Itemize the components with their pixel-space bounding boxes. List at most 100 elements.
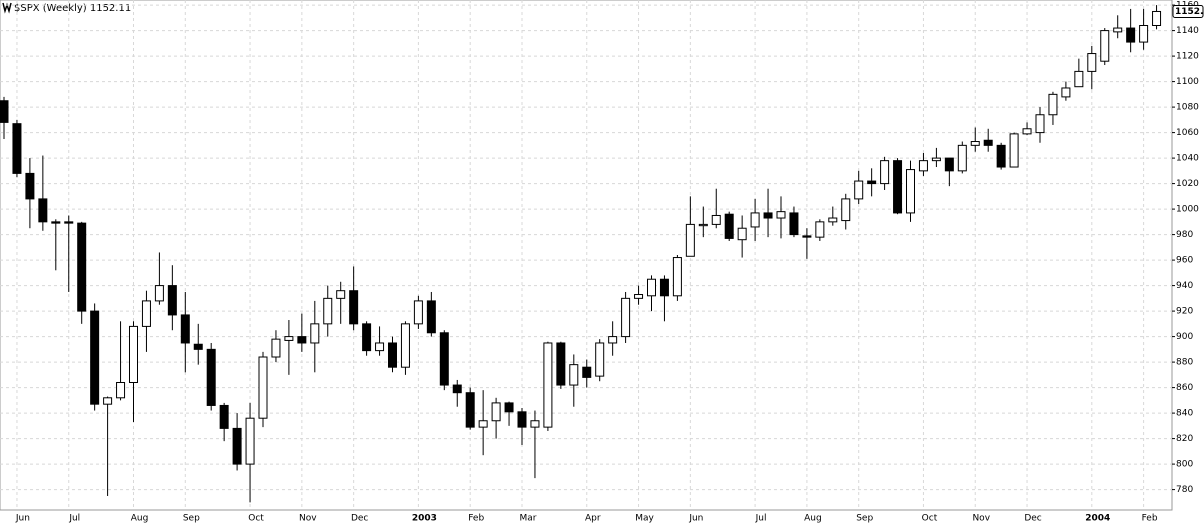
candle-body	[167, 285, 177, 316]
candle-body	[556, 342, 566, 386]
candle-body	[621, 297, 631, 338]
candle-body	[1113, 27, 1123, 33]
candle-body	[284, 336, 294, 341]
y-tick-label: 1140	[1176, 26, 1199, 36]
x-tick-label: Jul	[68, 514, 80, 524]
candle-body	[647, 278, 656, 297]
candle-body	[465, 392, 475, 428]
price-tag-box	[1172, 4, 1204, 18]
y-tick-label: 780	[1176, 485, 1193, 495]
candle-body	[543, 342, 553, 428]
candle-body	[413, 300, 423, 325]
candle-body	[400, 323, 410, 368]
candle-body	[802, 235, 812, 238]
candle-body	[439, 332, 449, 386]
candle-body	[1139, 25, 1149, 43]
candle-body	[90, 310, 100, 405]
candle-body	[828, 217, 838, 223]
x-tick-label: Feb	[468, 514, 484, 524]
y-tick-label: 920	[1176, 307, 1193, 317]
candle-body	[362, 323, 372, 352]
candle-body	[1048, 93, 1058, 116]
candle-body	[77, 222, 87, 312]
candle-body	[1100, 30, 1110, 62]
candle-body	[232, 427, 242, 465]
candle-body	[452, 384, 462, 394]
candle-body	[271, 338, 281, 358]
y-tick-label: 960	[1176, 256, 1193, 266]
candle-body	[841, 198, 851, 222]
x-tick-label: Oct	[922, 514, 938, 524]
plot-area	[0, 0, 1173, 511]
candle-body	[854, 180, 864, 200]
candle-body	[51, 221, 61, 224]
candle-body	[426, 300, 436, 334]
y-tick-label: 840	[1176, 409, 1193, 419]
candle-body	[349, 290, 359, 325]
candle-body	[957, 144, 967, 172]
candle-body	[659, 278, 669, 297]
x-tick-label: Sep	[856, 514, 873, 524]
x-tick-label: 2004	[1085, 514, 1110, 524]
candle-body	[103, 397, 113, 405]
candle-body	[38, 198, 48, 223]
x-tick-label: Apr	[585, 514, 601, 524]
candle-body	[258, 356, 268, 419]
y-tick-label: 1060	[1176, 128, 1199, 138]
chart-title: $SPX (Weekly) 1152.11	[14, 3, 131, 14]
candle-body	[970, 141, 980, 146]
candle-body	[867, 180, 877, 185]
candle-body	[608, 336, 618, 344]
candle-body	[336, 290, 346, 299]
y-tick-label: 1020	[1176, 179, 1199, 189]
candle-body	[737, 227, 747, 241]
candle-body	[154, 285, 164, 302]
x-tick-label: Jun	[15, 514, 30, 524]
candle-body	[1009, 133, 1019, 168]
candle-body	[983, 139, 993, 146]
y-tick-label: 980	[1176, 230, 1193, 240]
x-tick-label: Oct	[248, 514, 264, 524]
candle-body	[64, 221, 74, 224]
candle-body	[141, 300, 151, 327]
x-tick-label: 2003	[412, 514, 437, 524]
candle-body	[25, 172, 35, 200]
candle-body	[491, 402, 501, 422]
candle-body	[1061, 87, 1071, 98]
candle-body	[478, 420, 488, 428]
candle-body	[323, 297, 333, 325]
x-tick-label: Dec	[351, 514, 368, 524]
x-tick-label: Jul	[755, 514, 767, 524]
y-tick-label: 820	[1176, 434, 1193, 444]
candle-body	[776, 211, 786, 219]
price-tag: 1152.	[1175, 7, 1203, 17]
x-tick-label: May	[635, 514, 654, 524]
candle-body	[996, 144, 1006, 168]
y-tick-label: 1080	[1176, 103, 1199, 113]
candle-body	[672, 257, 682, 297]
candle-body	[724, 213, 734, 239]
candle-body	[569, 364, 579, 386]
candle-body	[750, 212, 760, 228]
candle-body	[1126, 27, 1136, 43]
candle-body	[1152, 10, 1162, 26]
x-tick-label: Sep	[183, 514, 200, 524]
candle-body	[1074, 70, 1084, 88]
y-tick-label: 1120	[1176, 52, 1199, 62]
candle-body	[893, 160, 903, 214]
candle-body	[129, 325, 138, 383]
candle-body	[206, 348, 216, 406]
x-tick-label: Jun	[688, 514, 703, 524]
candle-body	[711, 214, 721, 225]
candle-body	[297, 336, 307, 344]
candle-body	[193, 343, 203, 350]
x-tick-label: Aug	[131, 514, 149, 524]
x-tick-label: Dec	[1024, 514, 1041, 524]
candle-body	[245, 417, 255, 465]
y-tick-label: 880	[1176, 358, 1193, 368]
candle-body	[12, 123, 22, 174]
candle-body	[582, 366, 592, 378]
x-tick-label: Feb	[1142, 514, 1158, 524]
y-tick-label: 860	[1176, 383, 1193, 393]
